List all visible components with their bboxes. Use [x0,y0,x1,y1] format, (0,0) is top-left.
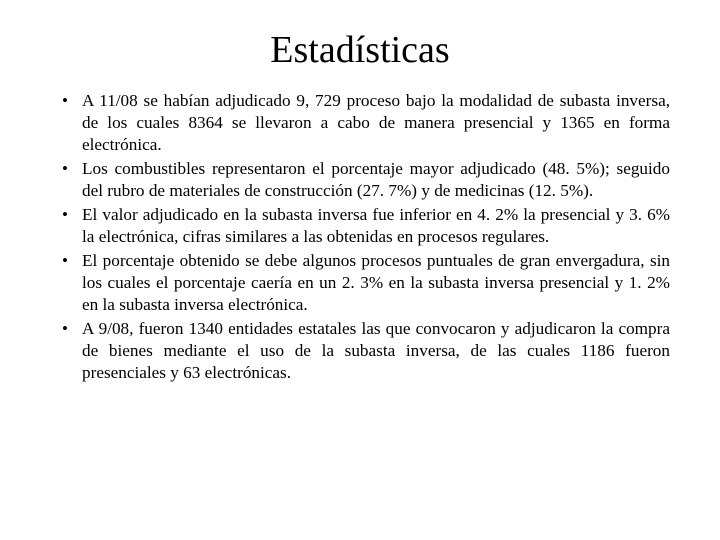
bullet-item: A 11/08 se habían adjudicado 9, 729 proc… [50,90,670,156]
bullet-list: A 11/08 se habían adjudicado 9, 729 proc… [50,90,670,384]
bullet-item: Los combustibles representaron el porcen… [50,158,670,202]
bullet-item: El porcentaje obtenido se debe algunos p… [50,250,670,316]
slide-title: Estadísticas [50,28,670,72]
bullet-item: El valor adjudicado en la subasta invers… [50,204,670,248]
slide-container: Estadísticas A 11/08 se habían adjudicad… [0,0,720,540]
bullet-item: A 9/08, fueron 1340 entidades estatales … [50,318,670,384]
